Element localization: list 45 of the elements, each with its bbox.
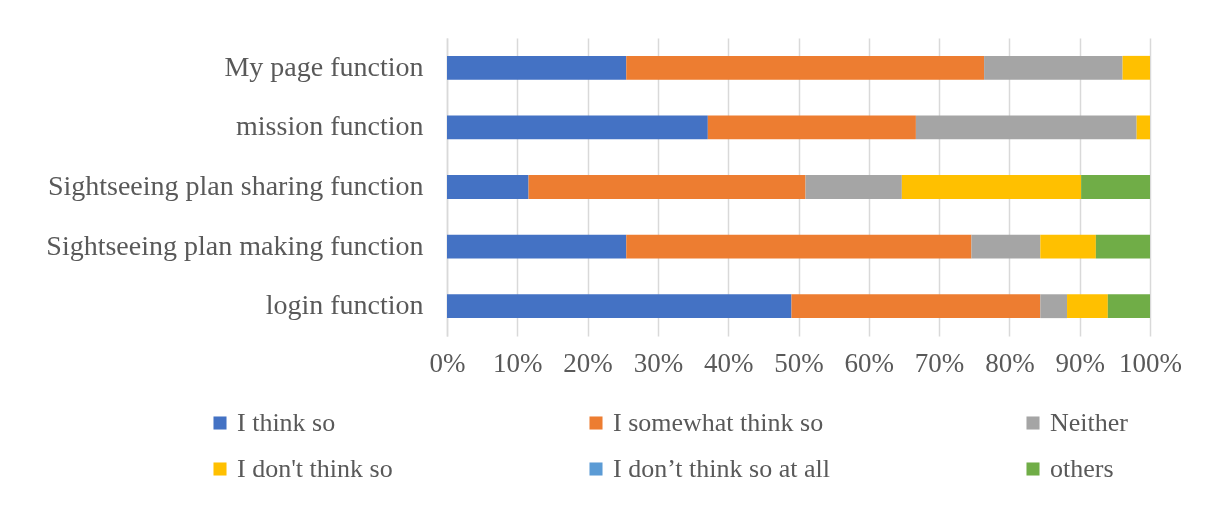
bar [1122,55,1150,80]
bar [1107,294,1150,319]
bar [707,115,916,140]
bar [528,175,806,199]
bar [915,115,1137,140]
y-tick-label: Sightseeing plan making function [46,229,424,261]
y-tick-label: My page function [224,50,424,82]
bar [1081,175,1150,199]
bar [626,234,972,259]
legend-label: I think so [237,408,336,437]
bar [1067,294,1108,319]
x-tick-label: 10% [493,347,543,378]
x-tick-label: 0% [429,347,466,378]
bar [447,115,708,140]
x-tick-label: 20% [563,347,613,378]
y-tick-label: mission function [236,110,424,142]
legend-label: I don't think so [237,454,393,483]
x-tick-label: 40% [703,347,754,378]
bar [447,175,529,199]
bar [1040,234,1096,259]
x-tick-label: 100% [1119,347,1182,378]
x-tick-label: 60% [844,347,895,378]
bar [447,234,627,259]
legend-label: Neither [1050,408,1129,437]
y-tick-label: login function [265,289,424,321]
x-tick-label: 80% [985,347,1035,378]
legend-label: I somewhat think so [613,408,824,437]
bar [447,55,627,80]
bar [447,294,792,319]
bar [1136,115,1150,140]
bar [805,175,902,199]
legend-label: I don’t think so at all [613,454,830,483]
bar [791,294,1041,319]
bar [971,234,1041,259]
bar [626,55,985,80]
bar [1095,234,1150,259]
bar [984,55,1123,80]
x-tick-label: 30% [633,347,684,378]
bar [1040,294,1068,319]
x-tick-label: 50% [774,347,824,378]
x-tick-label: 90% [1055,347,1105,378]
y-tick-label: Sightseeing plan sharing function [47,170,424,201]
x-tick-label: 70% [914,347,965,378]
legend-label: others [1050,454,1114,483]
bar [901,175,1082,199]
